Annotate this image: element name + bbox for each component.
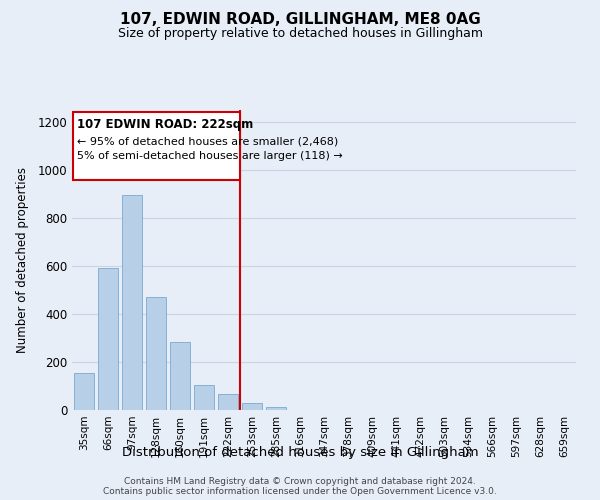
Bar: [242, 404, 262, 410]
Bar: [218, 394, 238, 410]
Text: 5% of semi-detached houses are larger (118) →: 5% of semi-detached houses are larger (1…: [77, 150, 343, 160]
Bar: [98, 268, 118, 410]
Text: Size of property relative to detached houses in Gillingham: Size of property relative to detached ho…: [118, 28, 482, 40]
Text: Contains HM Land Registry data © Crown copyright and database right 2024.: Contains HM Land Registry data © Crown c…: [124, 476, 476, 486]
Bar: [170, 342, 190, 410]
Bar: [122, 195, 142, 410]
Bar: [266, 406, 286, 410]
Bar: [74, 373, 94, 410]
Text: 107, EDWIN ROAD, GILLINGHAM, ME8 0AG: 107, EDWIN ROAD, GILLINGHAM, ME8 0AG: [119, 12, 481, 28]
Text: Contains public sector information licensed under the Open Government Licence v3: Contains public sector information licen…: [103, 488, 497, 496]
Text: ← 95% of detached houses are smaller (2,468): ← 95% of detached houses are smaller (2,…: [77, 136, 338, 146]
Text: 107 EDWIN ROAD: 222sqm: 107 EDWIN ROAD: 222sqm: [77, 118, 253, 131]
Y-axis label: Number of detached properties: Number of detached properties: [16, 167, 29, 353]
Bar: [146, 297, 166, 410]
Bar: [73, 112, 240, 180]
Bar: [194, 385, 214, 410]
Text: Distribution of detached houses by size in Gillingham: Distribution of detached houses by size …: [122, 446, 478, 459]
